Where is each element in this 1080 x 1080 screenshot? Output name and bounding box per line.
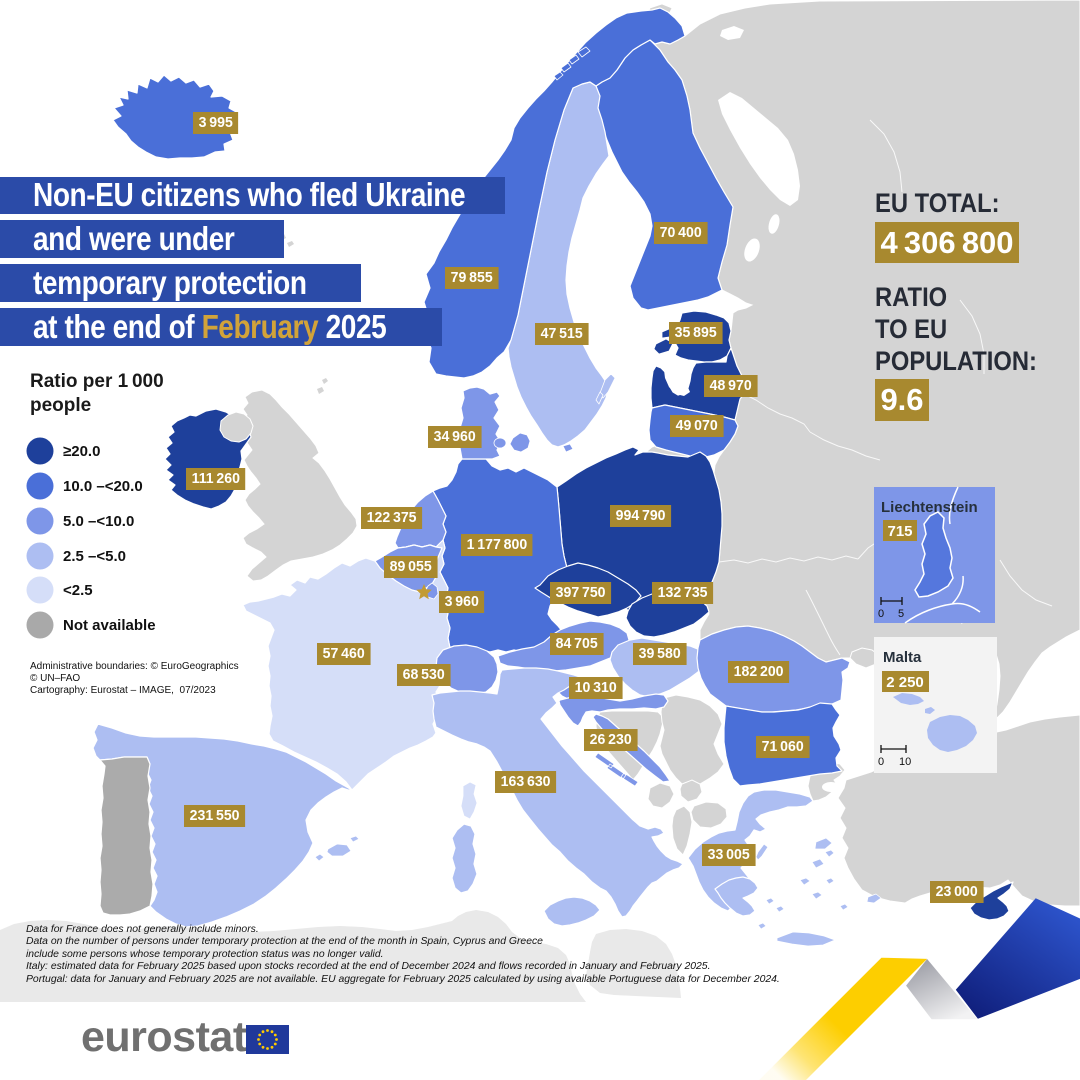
svg-text:Malta: Malta	[883, 649, 922, 666]
svg-text:10: 10	[899, 756, 911, 768]
svg-text:715: 715	[887, 523, 912, 540]
svg-text:Liechtenstein: Liechtenstein	[881, 499, 978, 516]
svg-text:0: 0	[878, 756, 884, 768]
svg-text:5: 5	[898, 608, 904, 620]
svg-text:0: 0	[878, 608, 884, 620]
svg-text:2 250: 2 250	[886, 674, 924, 691]
